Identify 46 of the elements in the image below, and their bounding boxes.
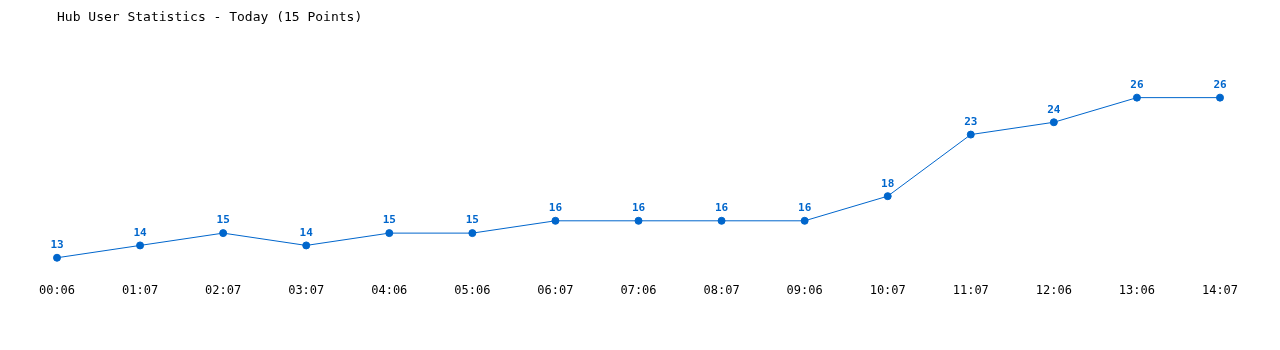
x-tick-label: 06:07: [537, 282, 574, 297]
x-tick-label: 13:06: [1118, 282, 1155, 297]
point: [1049, 118, 1058, 127]
point: [219, 229, 228, 238]
point: [53, 253, 61, 262]
x-tick-label: 10:07: [869, 282, 906, 297]
point: [800, 216, 809, 225]
x-tick-label: 11:07: [952, 282, 989, 297]
data-label: 16: [548, 201, 563, 215]
x-tick-label: 01:07: [122, 282, 159, 297]
data-label: 16: [714, 201, 729, 215]
data-label: 13: [50, 238, 64, 252]
point: [302, 241, 311, 250]
point: [634, 216, 643, 225]
point: [966, 130, 975, 139]
data-label: 14: [299, 225, 314, 239]
point: [1216, 93, 1224, 102]
x-tick-label: 05:06: [454, 282, 491, 297]
x-tick-label: 00:06: [38, 282, 76, 297]
point: [136, 241, 145, 250]
point: [468, 229, 477, 238]
x-tick-label: 04:06: [371, 282, 408, 297]
x-tick-label: 03:07: [288, 282, 325, 297]
x-tick-label: 09:06: [786, 282, 823, 297]
data-label: 23: [964, 114, 978, 128]
data-label: 15: [382, 213, 396, 227]
data-label: 18: [881, 176, 895, 190]
x-tick-label: 14:07: [1201, 282, 1239, 297]
point: [1132, 93, 1141, 102]
x-tick-label: 08:07: [703, 282, 740, 297]
point: [385, 229, 394, 238]
data-label: 26: [1130, 77, 1144, 91]
x-tick-label: 12:06: [1035, 282, 1072, 297]
data-label: 26: [1213, 77, 1227, 91]
data-label: 16: [798, 201, 812, 215]
x-tick-label: 02:07: [205, 282, 242, 297]
data-label: 24: [1047, 102, 1061, 116]
data-label: 16: [631, 201, 646, 215]
chart-title: Hub User Statistics - Today (15 Points): [57, 9, 363, 25]
data-label: 14: [133, 225, 148, 239]
x-tick-label: 07:06: [620, 282, 657, 297]
data-label: 15: [216, 213, 230, 227]
point: [717, 216, 726, 225]
point: [551, 216, 560, 225]
point: [883, 192, 892, 201]
data-label: 15: [465, 213, 479, 227]
